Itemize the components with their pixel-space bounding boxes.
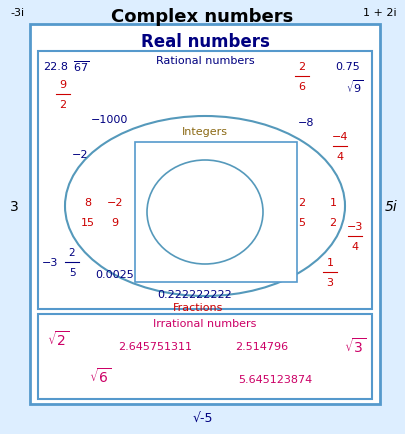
Text: −1000: −1000 [91, 115, 129, 125]
Text: 5i: 5i [384, 200, 397, 214]
Text: 6: 6 [298, 82, 305, 92]
Text: 2: 2 [329, 217, 337, 227]
Ellipse shape [65, 117, 345, 296]
Text: 5.645123874: 5.645123874 [238, 374, 312, 384]
Text: 4: 4 [352, 241, 358, 251]
Text: 2.514796: 2.514796 [235, 341, 288, 351]
Text: Complex numbers: Complex numbers [111, 8, 294, 26]
Text: 4: 4 [337, 151, 343, 161]
Text: −3: −3 [42, 257, 58, 267]
Text: 15: 15 [81, 217, 95, 227]
Text: −4: −4 [332, 132, 348, 141]
Text: √-5: √-5 [192, 411, 213, 424]
Text: 2: 2 [160, 207, 166, 217]
Text: $\sqrt{3}$: $\sqrt{3}$ [344, 337, 366, 355]
Text: 3: 3 [326, 277, 333, 287]
Text: $\sqrt{9}$: $\sqrt{9}$ [346, 79, 364, 95]
Text: Irrational numbers: Irrational numbers [153, 318, 257, 328]
Text: 5: 5 [69, 267, 75, 277]
Text: $\sqrt{6}$: $\sqrt{6}$ [89, 367, 111, 385]
Text: −2: −2 [107, 197, 123, 207]
Text: Natural
Numbers: Natural Numbers [179, 197, 231, 219]
Bar [30, 25, 380, 404]
Text: 1: 1 [326, 257, 333, 267]
Text: Real numbers: Real numbers [141, 33, 269, 51]
Text: $\sqrt{2}$: $\sqrt{2}$ [47, 330, 69, 349]
Text: 9: 9 [111, 217, 119, 227]
Bar [38, 314, 372, 399]
Text: 0: 0 [249, 234, 256, 244]
Text: 3: 3 [10, 200, 19, 214]
Text: −8: −8 [298, 118, 314, 128]
Text: 8: 8 [84, 197, 92, 207]
Text: 1: 1 [330, 197, 337, 207]
Text: 9: 9 [60, 80, 66, 90]
Bar [135, 143, 297, 283]
Text: 2: 2 [298, 62, 305, 72]
Text: 8: 8 [245, 207, 252, 217]
Text: $\overline{67}$: $\overline{67}$ [73, 59, 89, 74]
Text: 0.75: 0.75 [336, 62, 360, 72]
Text: −3: −3 [347, 221, 363, 231]
Text: 0.0025: 0.0025 [96, 270, 134, 279]
Text: 2: 2 [69, 247, 75, 257]
Text: 4: 4 [201, 217, 209, 227]
Text: Fractions: Fractions [173, 302, 223, 312]
Text: −2: −2 [72, 150, 88, 160]
Text: 2: 2 [298, 197, 305, 207]
Text: 2.645751311: 2.645751311 [118, 341, 192, 351]
Text: -3i: -3i [10, 8, 24, 18]
Bar [38, 52, 372, 309]
Text: Whole numbers: Whole numbers [175, 147, 257, 157]
Text: 5: 5 [298, 217, 305, 227]
Text: $\sqrt{9}$: $\sqrt{9}$ [191, 198, 209, 215]
Text: Rational numbers: Rational numbers [156, 56, 254, 66]
Text: 4: 4 [201, 237, 209, 247]
Text: 0.222222222: 0.222222222 [158, 289, 232, 299]
Text: 22.8: 22.8 [43, 62, 68, 72]
Text: Integers: Integers [182, 127, 228, 137]
Text: 1 + 2i: 1 + 2i [363, 8, 397, 18]
Text: 2: 2 [60, 100, 66, 110]
Ellipse shape [147, 161, 263, 264]
